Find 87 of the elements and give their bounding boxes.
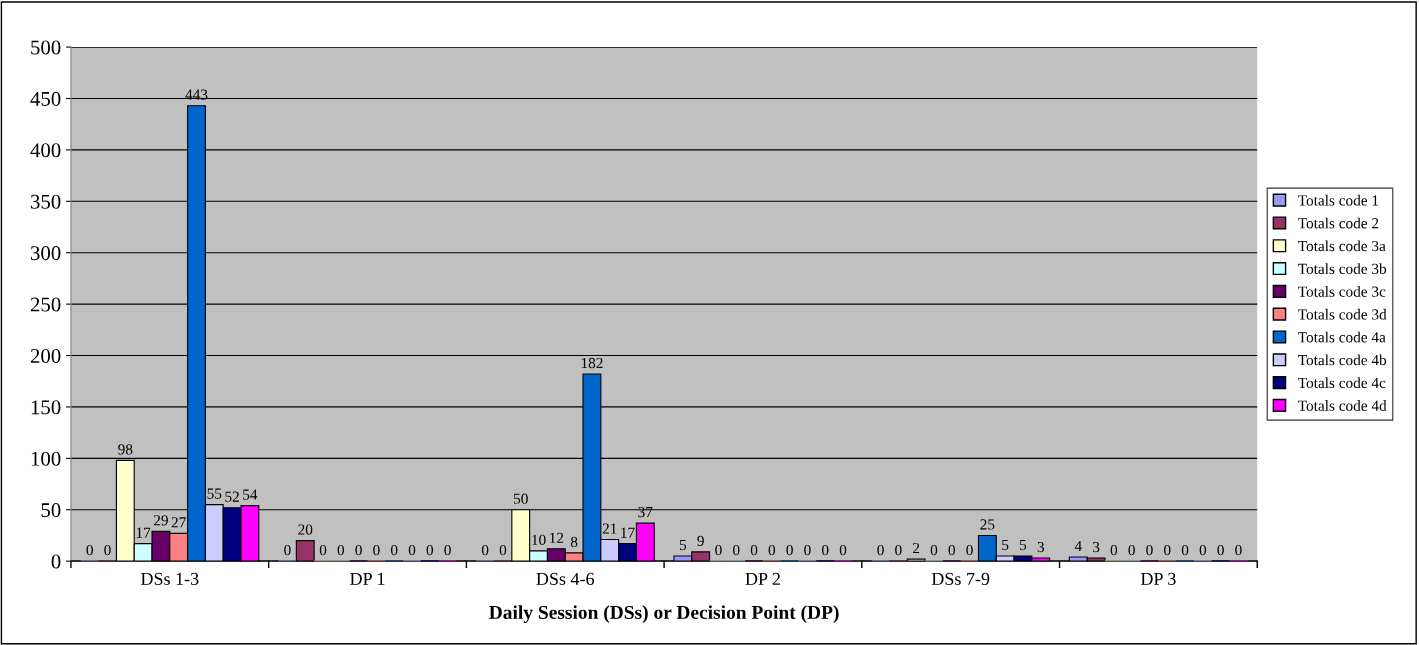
data-label: 17 bbox=[136, 527, 151, 538]
y-tick-label: 200 bbox=[30, 348, 61, 363]
data-label: 0 bbox=[408, 544, 416, 556]
data-label: 0 bbox=[390, 544, 398, 556]
x-tick-label: DP 1 bbox=[350, 572, 385, 585]
data-label: 0 bbox=[337, 544, 345, 556]
data-label: 0 bbox=[948, 544, 955, 556]
data-label: 0 bbox=[104, 544, 111, 556]
data-label: 27 bbox=[171, 517, 186, 528]
y-tick-label: 300 bbox=[30, 246, 61, 261]
legend-label: Totals code 1 bbox=[1298, 194, 1379, 206]
legend-label: Totals code 4a bbox=[1298, 331, 1386, 343]
legend-label: Totals code 3d bbox=[1298, 308, 1387, 320]
data-label: 0 bbox=[499, 544, 507, 556]
data-label: 0 bbox=[1199, 544, 1207, 556]
data-label: 0 bbox=[426, 544, 434, 556]
data-label: 12 bbox=[550, 532, 564, 543]
legend-label: Totals code 3a bbox=[1298, 240, 1386, 252]
data-label: 54 bbox=[243, 489, 258, 500]
y-tick-label: 250 bbox=[30, 297, 61, 312]
data-label: 0 bbox=[768, 544, 776, 556]
data-label: 0 bbox=[895, 544, 902, 556]
data-label: 5 bbox=[679, 539, 687, 551]
data-label: 0 bbox=[481, 544, 489, 556]
data-label: 0 bbox=[1146, 544, 1153, 556]
data-label: 0 bbox=[1164, 544, 1171, 556]
legend-label: Totals code 3b bbox=[1298, 263, 1387, 274]
data-label: 37 bbox=[638, 506, 653, 518]
data-label: 0 bbox=[1217, 544, 1224, 556]
data-label: 0 bbox=[373, 544, 380, 556]
data-label: 9 bbox=[697, 535, 704, 547]
x-tick-label: DP 3 bbox=[1140, 572, 1176, 585]
x-tick-label: DSs 4-6 bbox=[536, 572, 595, 585]
data-label: 5 bbox=[1002, 539, 1009, 551]
data-label: 3 bbox=[1093, 541, 1100, 553]
data-label: 182 bbox=[581, 357, 603, 369]
y-tick-label: 0 bbox=[51, 554, 61, 569]
data-label: 0 bbox=[733, 544, 740, 556]
x-axis-title: Daily Session (DSs) or Decision Point (DP) bbox=[489, 605, 839, 623]
data-label: 52 bbox=[225, 491, 239, 502]
data-label: 17 bbox=[621, 527, 635, 538]
data-label: 25 bbox=[980, 519, 995, 530]
data-label: 0 bbox=[715, 544, 722, 556]
data-label: 20 bbox=[298, 524, 313, 535]
y-tick-label: 150 bbox=[31, 400, 61, 415]
data-label: 0 bbox=[1110, 544, 1118, 556]
data-label: 0 bbox=[804, 544, 811, 556]
data-label: 0 bbox=[1235, 544, 1242, 556]
y-tick-label: 100 bbox=[31, 451, 61, 466]
y-tick-label: 50 bbox=[41, 503, 61, 518]
data-label: 0 bbox=[750, 544, 758, 556]
data-label: 98 bbox=[118, 444, 133, 455]
y-tick-label: 450 bbox=[30, 91, 61, 106]
data-label: 5 bbox=[1020, 539, 1027, 551]
data-label: 0 bbox=[355, 544, 362, 556]
data-label: 0 bbox=[86, 544, 93, 556]
data-label: 55 bbox=[207, 488, 222, 499]
data-label: 21 bbox=[602, 523, 617, 534]
data-label: 3 bbox=[1037, 541, 1044, 553]
y-tick-label: 400 bbox=[30, 143, 61, 158]
x-tick-label: DSs 7-9 bbox=[931, 572, 990, 585]
data-label: 0 bbox=[284, 544, 291, 556]
data-label: 0 bbox=[319, 544, 327, 556]
x-tick-label: DSs 1-3 bbox=[140, 572, 199, 585]
data-label: 8 bbox=[570, 536, 578, 548]
data-label: 0 bbox=[930, 544, 938, 556]
legend-label: Totals code 4b bbox=[1298, 354, 1387, 366]
data-label: 0 bbox=[821, 544, 829, 556]
data-label: 0 bbox=[966, 544, 973, 556]
data-label: 0 bbox=[839, 544, 847, 556]
data-label: 10 bbox=[532, 534, 546, 545]
data-label: 0 bbox=[1128, 544, 1135, 556]
data-label: 4 bbox=[1074, 540, 1082, 552]
x-tick-label: DP 2 bbox=[745, 572, 780, 585]
data-label: 29 bbox=[153, 515, 168, 526]
data-label: 0 bbox=[1181, 544, 1189, 556]
data-label: 50 bbox=[514, 493, 528, 504]
data-label: 2 bbox=[913, 542, 920, 554]
legend-label: Totals code 4d bbox=[1298, 400, 1387, 411]
data-label: 0 bbox=[786, 544, 793, 556]
data-label: 0 bbox=[877, 544, 884, 556]
legend-label: Totals code 4c bbox=[1298, 377, 1386, 389]
legend-label: Totals code 3c bbox=[1298, 286, 1386, 297]
legend-label: Totals code 2 bbox=[1298, 217, 1379, 229]
y-tick-label: 350 bbox=[30, 194, 61, 209]
data-label: 0 bbox=[444, 544, 451, 556]
y-tick-label: 500 bbox=[31, 40, 61, 55]
